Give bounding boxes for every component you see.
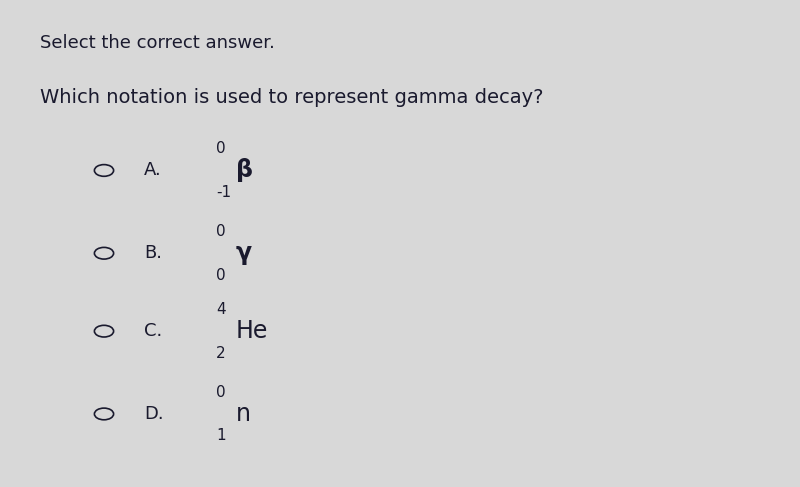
Text: 0: 0 — [216, 268, 226, 282]
Text: γ: γ — [236, 241, 252, 265]
Text: 4: 4 — [216, 302, 226, 317]
Text: 0: 0 — [216, 385, 226, 399]
Text: 0: 0 — [216, 224, 226, 239]
Text: 0: 0 — [216, 141, 226, 156]
Text: 2: 2 — [216, 346, 226, 360]
Text: β: β — [236, 158, 253, 183]
Text: D.: D. — [144, 405, 164, 423]
Text: He: He — [236, 319, 268, 343]
Text: 1: 1 — [216, 429, 226, 443]
Text: Which notation is used to represent gamma decay?: Which notation is used to represent gamm… — [40, 88, 543, 107]
Text: A.: A. — [144, 162, 162, 179]
Text: C.: C. — [144, 322, 162, 340]
Text: B.: B. — [144, 244, 162, 262]
Text: n: n — [236, 402, 251, 426]
Text: Select the correct answer.: Select the correct answer. — [40, 34, 275, 52]
Text: -1: -1 — [216, 185, 231, 200]
